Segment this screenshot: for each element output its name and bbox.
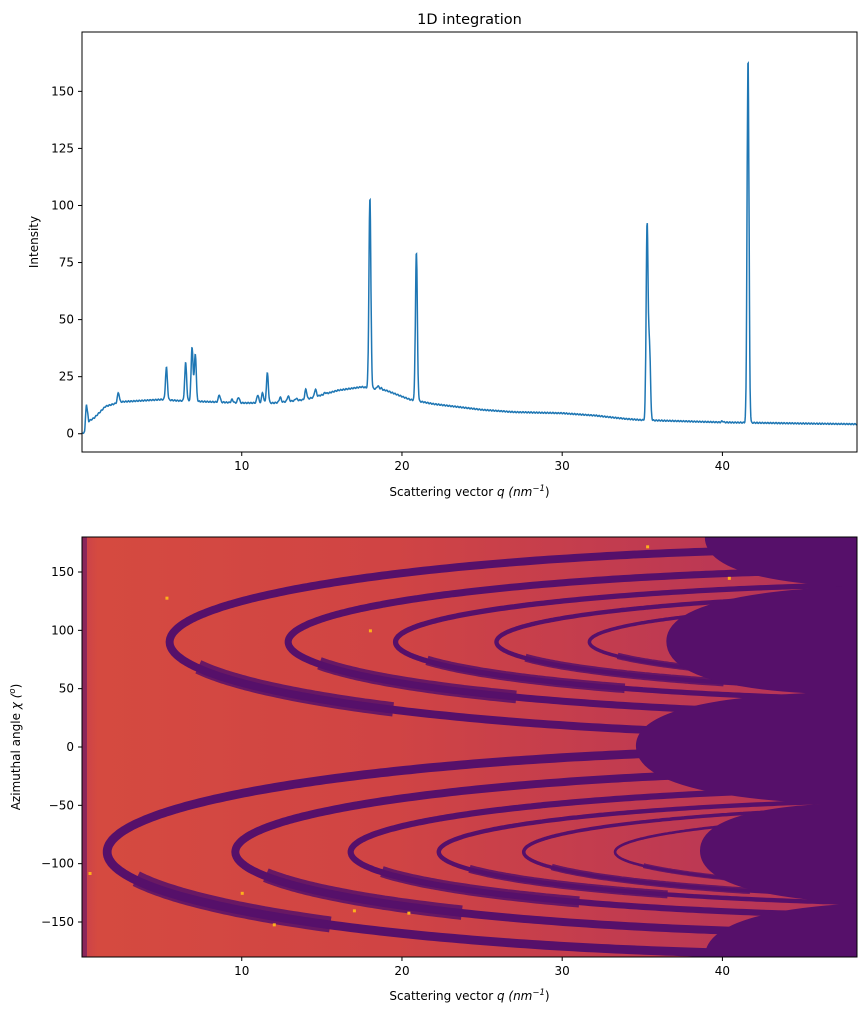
bottom-y-tick-label: −150 xyxy=(41,915,74,929)
hot-pixel xyxy=(273,923,276,926)
hot-pixel xyxy=(369,629,372,632)
top-y-axis-label: Intensity xyxy=(27,216,41,268)
bottom-y-axis-label-group: Azimuthal angle χ (o) xyxy=(8,684,23,811)
hot-pixel xyxy=(646,545,649,548)
bottom-x-tick-label: 10 xyxy=(234,964,249,978)
bottom-x-tick-label: 20 xyxy=(394,964,409,978)
heatmap-image xyxy=(82,537,867,957)
top-y-tick-label: 75 xyxy=(59,256,74,270)
top-y-tick-label: 125 xyxy=(51,141,74,155)
bottom-y-axis-label-prefix: Azimuthal angle xyxy=(9,709,23,810)
bottom-y-tick-label: 100 xyxy=(51,623,74,637)
bottom-x-tick-label: 30 xyxy=(555,964,570,978)
bottom-y-axis-label: Azimuthal angle χ (o) xyxy=(8,684,23,811)
beamstop-strip xyxy=(82,537,87,957)
chart-title: 1D integration xyxy=(417,12,522,28)
top-x-axis-label-prefix: Scattering vector xyxy=(389,485,497,499)
bottom-x-axis-label-prefix: Scattering vector xyxy=(389,989,497,1003)
top-x-tick-label: 20 xyxy=(394,459,409,473)
line-chart-1d-integration: 10 20 30 40 0 25 50 75 100 125 150 1D integration Sc… xyxy=(27,12,857,499)
intensity-series-line xyxy=(82,63,857,433)
bottom-x-axis-label-unit-close: ) xyxy=(545,989,550,1003)
hot-pixel xyxy=(165,597,168,600)
bottom-y-axis-label-unit-close: ) xyxy=(9,684,23,689)
bottom-y-tick-label: 0 xyxy=(66,740,74,754)
hot-pixel xyxy=(407,912,410,915)
bottom-x-tick-label: 40 xyxy=(715,964,730,978)
bottom-x-axis-label: Scattering vector q (nm−1) xyxy=(389,988,549,1003)
hot-pixel xyxy=(241,892,244,895)
hot-pixel xyxy=(353,909,356,912)
bottom-y-tick-label: 150 xyxy=(51,565,74,579)
bottom-y-tick-label: −50 xyxy=(49,798,74,812)
top-x-axis-label-unit-close: ) xyxy=(545,485,550,499)
top-axes-frame xyxy=(82,32,857,452)
hot-pixel xyxy=(89,872,92,875)
bottom-x-axis-label-unit-open: (nm xyxy=(505,989,533,1003)
top-y-tick-label: 0 xyxy=(66,427,74,441)
top-x-tick-label: 40 xyxy=(715,459,730,473)
bottom-x-axis-label-exp: −1 xyxy=(532,988,545,998)
top-x-axis-label: Scattering vector q (nm−1) xyxy=(389,484,549,499)
top-x-tick-label: 10 xyxy=(234,459,249,473)
heatmap-2d-integration: 10 20 30 40 −150 −100 −50 0 50 100 150 Scattering v… xyxy=(8,537,867,1003)
top-x-tick-label: 30 xyxy=(555,459,570,473)
top-y-tick-label: 150 xyxy=(51,84,74,98)
top-x-axis-label-unit-open: (nm xyxy=(505,485,533,499)
hot-pixel xyxy=(728,577,731,580)
top-y-tick-label: 25 xyxy=(59,370,74,384)
top-x-axis-label-exp: −1 xyxy=(532,484,545,494)
top-y-tick-label: 50 xyxy=(59,313,74,327)
bottom-y-tick-label: −100 xyxy=(41,857,74,871)
bottom-y-tick-label: 50 xyxy=(59,682,74,696)
top-y-tick-label: 100 xyxy=(51,198,74,212)
